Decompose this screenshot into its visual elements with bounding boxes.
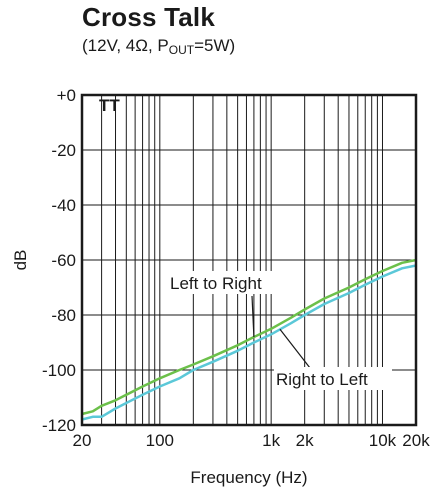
y-tick-label: -40: [51, 196, 76, 215]
y-tick-label: -80: [51, 306, 76, 325]
marker-text: TT: [99, 96, 120, 115]
annotation-leader-right-to-left: [279, 328, 311, 369]
annotation-bg-right-to-left: [274, 367, 392, 390]
chart-title: Cross Talk: [82, 2, 216, 32]
x-tick-label: 1k: [262, 431, 280, 450]
x-tick-label: 20k: [402, 431, 430, 450]
y-tick-label: -60: [51, 251, 76, 270]
chart-subtitle: (12V, 4Ω, POUT=5W): [82, 36, 235, 57]
x-tick-label: 2k: [296, 431, 314, 450]
x-tick-label: 20: [73, 431, 92, 450]
series-lines: [81, 258, 417, 421]
annotation-left-to-right: Left to Right: [170, 274, 262, 293]
annotation-bg-left-to-right: [168, 271, 284, 294]
series-line-left-to-right: [81, 258, 417, 416]
annotation-leader-left-to-right: [251, 295, 255, 338]
annotation-right-to-left: Right to Left: [276, 370, 368, 389]
y-tick-label: +0: [57, 86, 76, 105]
plot-frame: [80, 93, 418, 427]
y-axis-label: dB: [11, 250, 30, 271]
x-tick-label: 10k: [369, 431, 397, 450]
y-tick-label: -100: [42, 361, 76, 380]
subtitle-suffix: =5W): [194, 36, 236, 55]
y-tick-label: -20: [51, 141, 76, 160]
y-tick-label: -120: [42, 416, 76, 435]
grid-lines: [82, 95, 416, 425]
x-axis-label: Frequency (Hz): [190, 468, 307, 487]
subtitle-prefix: (12V, 4Ω, P: [82, 36, 169, 55]
annotations: Left to Right Right to Left TT: [99, 96, 392, 390]
subtitle-subscript: OUT: [168, 43, 195, 57]
x-tick-label: 100: [146, 431, 174, 450]
series-line-right-to-left: [81, 264, 417, 421]
